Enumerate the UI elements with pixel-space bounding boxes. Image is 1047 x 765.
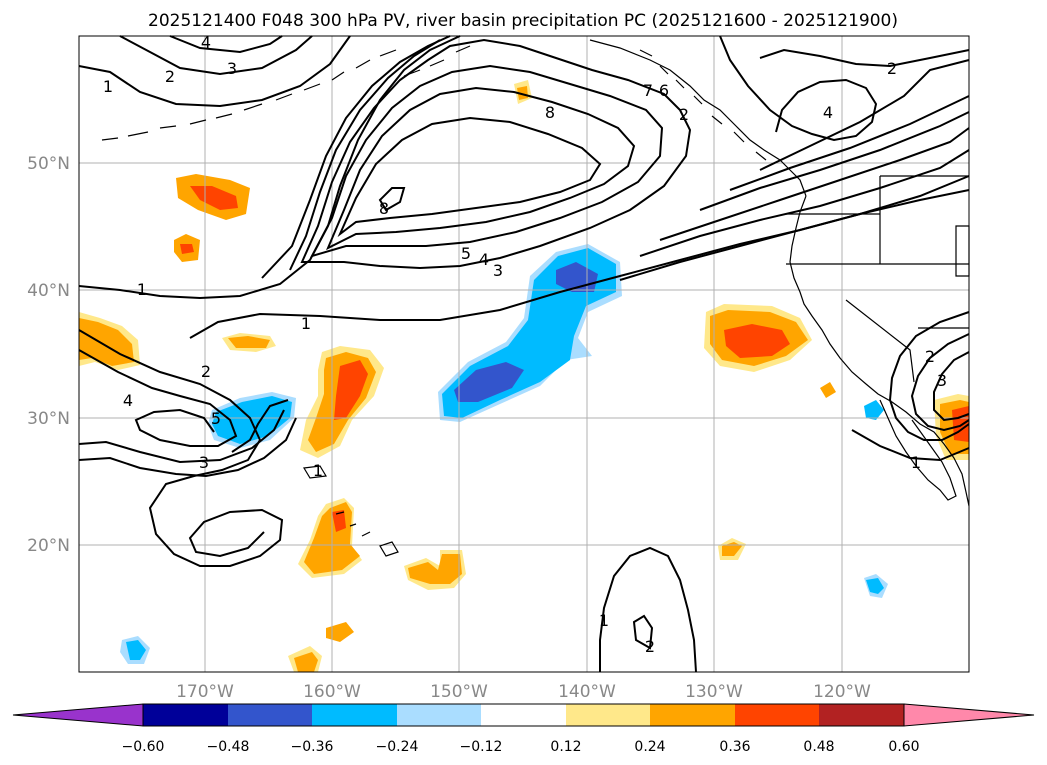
- contour-label: 3: [493, 261, 503, 280]
- colorbar-segment: [481, 704, 566, 726]
- lon-label: 160°W: [303, 682, 361, 702]
- precip-positive-region: [326, 622, 354, 642]
- lon-label: 150°W: [430, 682, 488, 702]
- lat-label: 30°N: [27, 409, 70, 429]
- precip-negative-region: [454, 362, 524, 402]
- colorbar-tick-label: −0.48: [207, 739, 250, 755]
- contour-label: 5: [211, 409, 221, 428]
- precip-positive-region: [294, 652, 318, 672]
- contour-label: 8: [545, 103, 555, 122]
- lat-label: 40°N: [27, 281, 70, 301]
- colorbar-tick-label: −0.60: [122, 739, 165, 755]
- colorbar-tick-label: −0.24: [376, 739, 419, 755]
- pv-contours: [78, 35, 970, 673]
- contour-label: 3: [199, 453, 209, 472]
- colorbar: −0.60 −0.48 −0.36 −0.24 −0.12 0.12 0.24 …: [12, 703, 1035, 755]
- precip-negative-region: [126, 640, 146, 660]
- precip-positive-region: [517, 86, 528, 100]
- contour-label: 1: [301, 314, 311, 333]
- lat-label: 20°N: [27, 536, 70, 556]
- colorbar-segment: [312, 704, 397, 726]
- contour-label: 3: [227, 59, 237, 78]
- contour-label: 6: [659, 81, 669, 100]
- precip-positive-region: [180, 244, 194, 254]
- colorbar-tick-label: 0.36: [719, 739, 750, 755]
- contour-label: 4: [823, 103, 833, 122]
- contour-label: 3: [937, 371, 947, 390]
- precip-positive-region: [334, 360, 368, 420]
- precip-positive-region: [408, 554, 462, 584]
- precip-negative-region: [864, 400, 884, 420]
- contour-label: 1: [137, 280, 147, 299]
- precip-positive-region: [332, 510, 346, 532]
- contour-labels: 4 3 2 1 8 7 6 5 4 3 1 1 2 4 5 3 1 2 1 2 …: [103, 33, 947, 656]
- lon-label: 170°W: [176, 682, 234, 702]
- contour-label: 7: [643, 81, 653, 100]
- contour-label: 2: [887, 59, 897, 78]
- map-panel: 4 3 2 1 8 7 6 5 4 3 1 1 2 4 5 3 1 2 1 2 …: [78, 33, 970, 673]
- colorbar-segment: [650, 704, 735, 726]
- colorbar-segment: [735, 704, 819, 726]
- contour-label: 5: [461, 244, 471, 263]
- contour-label: 8: [379, 199, 389, 218]
- colorbar-segment: [143, 704, 228, 726]
- latitude-labels: 50°N 40°N 30°N 20°N: [27, 154, 70, 556]
- lat-label: 50°N: [27, 154, 70, 174]
- lon-label: 120°W: [813, 682, 871, 702]
- lon-label: 130°W: [685, 682, 743, 702]
- precip-positive-region: [724, 324, 790, 358]
- contour-label: 2: [165, 67, 175, 86]
- lon-label: 140°W: [558, 682, 616, 702]
- longitude-labels: 170°W 160°W 150°W 140°W 130°W 120°W: [176, 682, 871, 702]
- contour-label: 1: [911, 453, 921, 472]
- precip-positive-region: [228, 336, 270, 348]
- colorbar-tick-label: 0.60: [888, 739, 919, 755]
- contour-label: 4: [123, 391, 133, 410]
- map-title: 2025121400 F048 300 hPa PV, river basin …: [148, 11, 898, 31]
- precip-positive-region: [952, 406, 969, 442]
- colorbar-frame: [142, 703, 905, 727]
- colorbar-tick-label: 0.48: [803, 739, 834, 755]
- map-frame: [78, 35, 970, 673]
- colorbar-tick-label: 0.12: [550, 739, 581, 755]
- precip-positive-region: [820, 382, 836, 398]
- contour-label: 2: [201, 362, 211, 381]
- contour-label: 2: [925, 347, 935, 366]
- colorbar-segment: [819, 704, 904, 726]
- colorbar-segment: [397, 704, 481, 726]
- contour-label: 1: [103, 77, 113, 96]
- contour-label: 4: [479, 250, 489, 269]
- colorbar-tick-label: −0.12: [460, 739, 503, 755]
- contour-label: 1: [313, 461, 323, 480]
- colorbar-tick-label: −0.36: [291, 739, 334, 755]
- precip-positive-region: [190, 186, 238, 210]
- precip-negative-region: [866, 578, 884, 594]
- contour-label: 2: [645, 637, 655, 656]
- contour-label: 2: [679, 105, 689, 124]
- colorbar-extend-max: [903, 703, 1035, 727]
- colorbar-tick-label: 0.24: [634, 739, 665, 755]
- contour-label: 1: [599, 611, 609, 630]
- contour-label: 4: [201, 33, 211, 52]
- colorbar-extend-min: [12, 703, 144, 727]
- colorbar-segment: [228, 704, 312, 726]
- colorbar-segment: [566, 704, 650, 726]
